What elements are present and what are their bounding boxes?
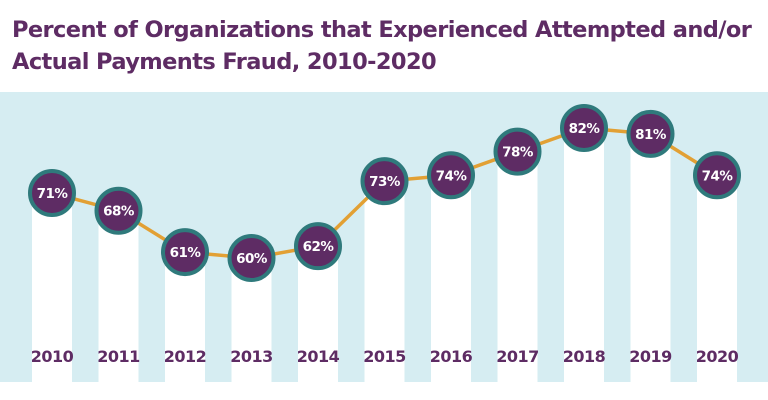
data-label-2012: 61% xyxy=(170,245,202,261)
marker-2020 xyxy=(693,151,741,200)
x-tick-label-2011: 2011 xyxy=(97,347,140,366)
data-label-2016: 74% xyxy=(436,168,468,184)
data-label-2010: 71% xyxy=(37,186,69,202)
chart-title: Percent of Organizations that Experience… xyxy=(12,17,752,75)
data-label-2015: 73% xyxy=(369,174,401,190)
data-label-2020: 74% xyxy=(702,168,734,184)
marker-2016 xyxy=(427,151,475,200)
x-tick-label-2017: 2017 xyxy=(496,347,539,366)
marker-2014 xyxy=(294,222,342,271)
marker-2010 xyxy=(28,168,76,217)
bar-2020 xyxy=(697,175,737,382)
marker-2019 xyxy=(626,109,675,158)
bar-2016 xyxy=(431,175,471,382)
data-label-2014: 62% xyxy=(303,239,335,255)
x-tick-label-2012: 2012 xyxy=(164,347,207,366)
marker-2018 xyxy=(560,103,608,152)
bar-2018 xyxy=(564,127,604,382)
x-tick-label-2010: 2010 xyxy=(31,347,74,366)
data-label-2013: 60% xyxy=(236,251,268,267)
x-tick-label-2020: 2020 xyxy=(696,347,739,366)
x-tick-label-2016: 2016 xyxy=(430,347,473,366)
marker-2012 xyxy=(161,228,209,277)
data-label-2019: 81% xyxy=(635,127,667,143)
bar-2010 xyxy=(32,192,72,382)
data-label-2018: 82% xyxy=(569,121,601,137)
x-tick-label-2018: 2018 xyxy=(563,347,606,366)
x-tick-label-2019: 2019 xyxy=(629,347,672,366)
bar-2019 xyxy=(630,133,671,382)
marker-2015 xyxy=(360,157,409,206)
marker-2011 xyxy=(94,186,143,235)
data-label-2011: 68% xyxy=(103,204,135,220)
bar-2015 xyxy=(364,181,405,382)
bar-2011 xyxy=(98,210,139,382)
x-tick-label-2015: 2015 xyxy=(363,347,406,366)
x-tick-label-2014: 2014 xyxy=(297,347,340,366)
marker-2017 xyxy=(493,127,542,176)
data-label-2017: 78% xyxy=(502,145,534,161)
bar-2017 xyxy=(497,151,538,382)
x-tick-label-2013: 2013 xyxy=(230,347,273,366)
marker-2013 xyxy=(227,234,276,282)
